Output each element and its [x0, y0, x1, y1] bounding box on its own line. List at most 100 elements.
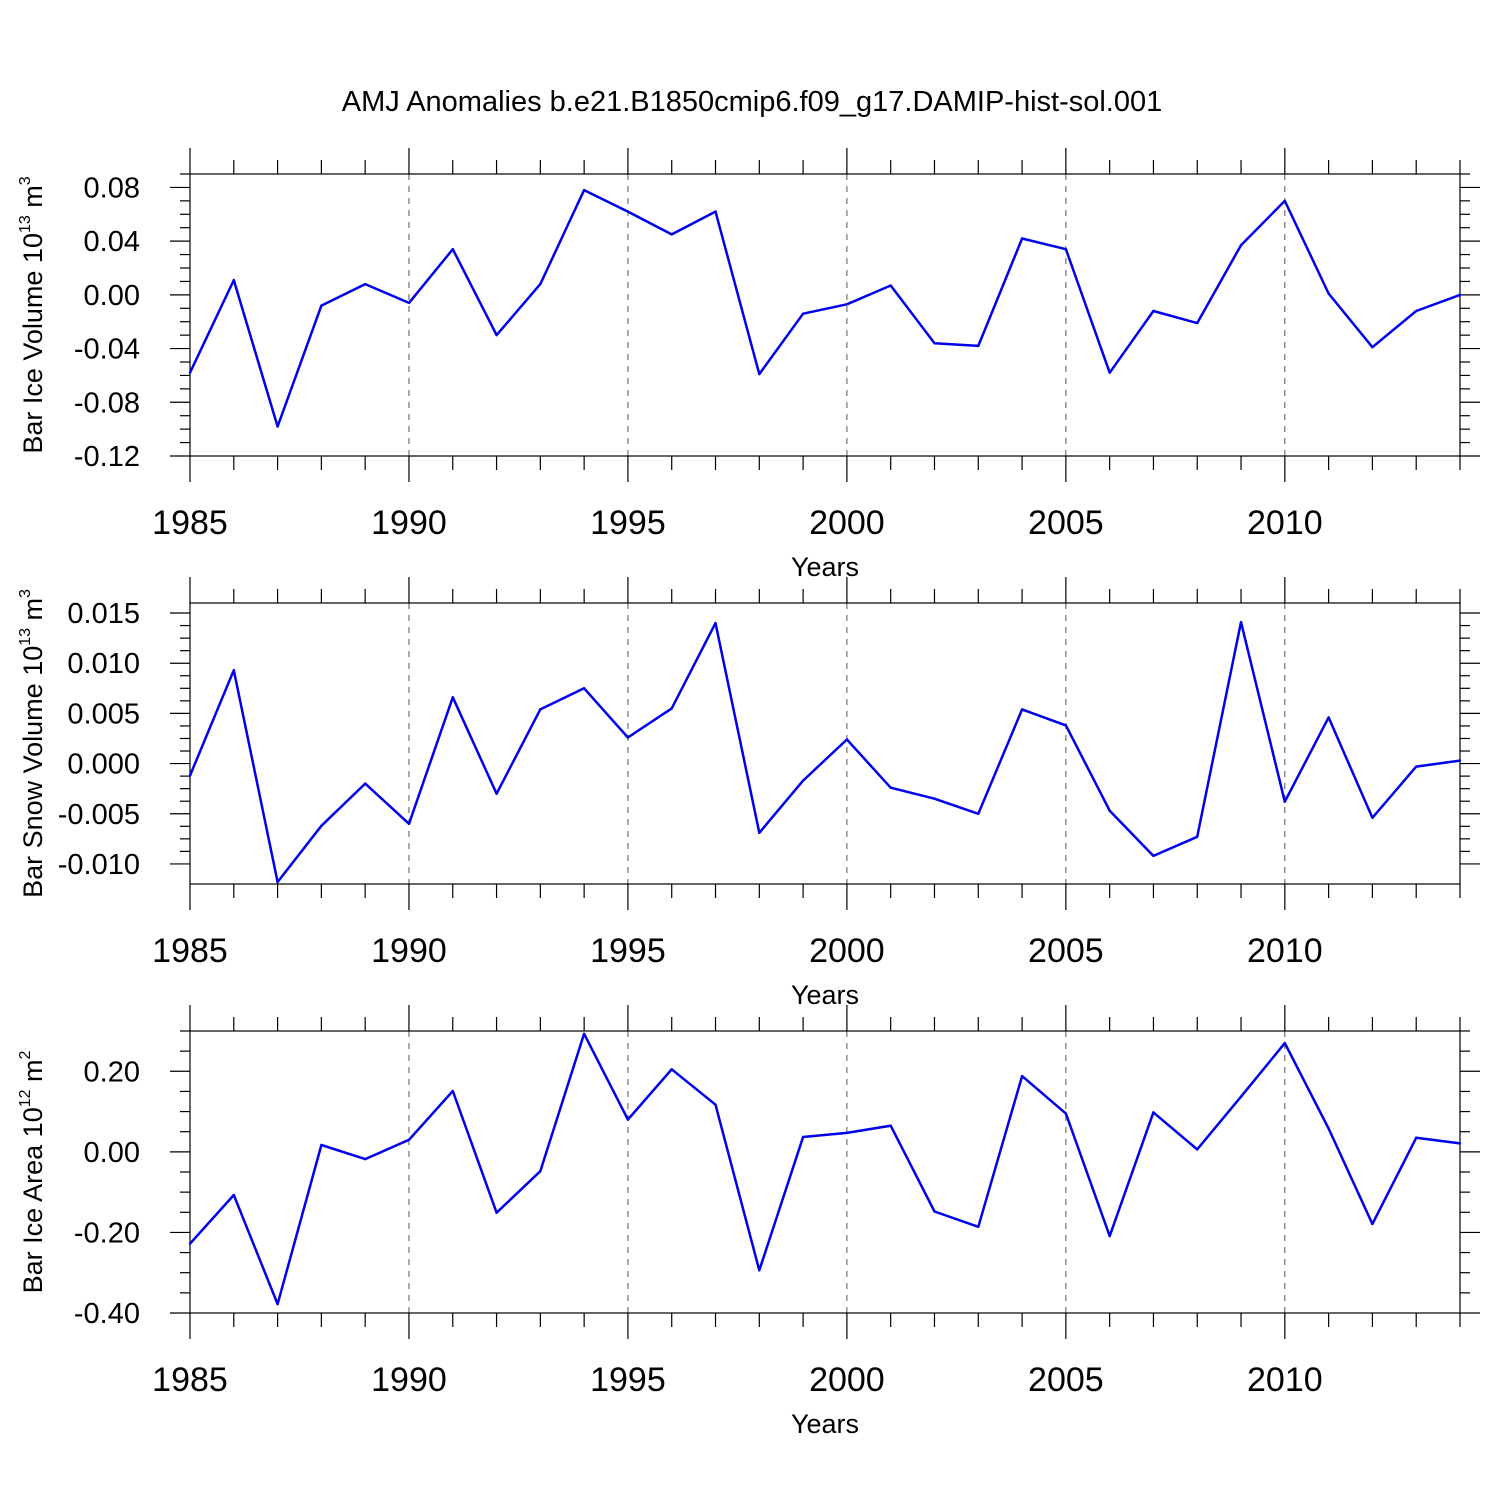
data-point	[626, 1118, 630, 1121]
data-point	[1327, 716, 1330, 719]
data-point	[933, 342, 936, 345]
data-point	[889, 786, 892, 789]
x-tick-label: 2005	[1028, 1361, 1104, 1399]
data-point	[889, 1124, 892, 1127]
y-axis-title: Bar Snow Volume 1013 m3	[17, 589, 48, 898]
data-point	[1327, 1127, 1330, 1130]
data-point	[320, 1143, 323, 1147]
data-point	[188, 371, 192, 374]
x-tick-label: 1995	[590, 504, 666, 542]
y-tick-label: -0.40	[74, 1298, 140, 1330]
panels: 0.08 0.04 0.00 -0.04 -0.08 -0.12 1985 1990 1995 2…	[17, 148, 1480, 1439]
x-tick-label: 1995	[590, 1361, 666, 1399]
data-point	[1371, 346, 1374, 349]
data-point	[1196, 321, 1199, 325]
y-tick-label: -0.12	[74, 441, 140, 473]
data-point	[758, 372, 761, 376]
x-tick-label: 2010	[1247, 1361, 1323, 1399]
series-line	[189, 1032, 1461, 1306]
series-line	[188, 620, 1461, 884]
x-tick-label: 2000	[809, 504, 885, 542]
data-point	[1415, 765, 1418, 768]
plot-frame	[189, 173, 1461, 457]
data-point	[670, 707, 673, 710]
panel-3: 0.20 0.00 -0.20 -0.40 1985 1990 1995 2000 2005 20…	[17, 1005, 1480, 1439]
data-point	[977, 344, 980, 348]
data-point	[1283, 199, 1287, 203]
data-point	[407, 822, 411, 825]
data-point	[1239, 1095, 1243, 1098]
y-tick-label: -0.010	[58, 849, 140, 881]
data-point	[232, 1193, 235, 1197]
x-tick-label: 2010	[1247, 932, 1323, 970]
data-point	[495, 333, 498, 337]
data-point	[1415, 309, 1418, 313]
data-point	[1108, 809, 1111, 812]
data-point	[845, 303, 849, 306]
data-point	[276, 1302, 279, 1306]
x-axis-title: Years	[791, 552, 859, 582]
x-tick-label: 1990	[371, 932, 447, 970]
data-point	[451, 248, 454, 251]
y-tick-label: 0.000	[67, 749, 140, 781]
data-point	[889, 284, 892, 287]
data-point	[451, 696, 454, 699]
y-tick-label: 0.00	[84, 1137, 140, 1169]
data-point	[276, 425, 279, 428]
figure-title: AMJ Anomalies b.e21.B1850cmip6.f09_g17.D…	[342, 86, 1163, 118]
data-point	[1152, 309, 1155, 313]
x-tick-label: 1985	[152, 932, 228, 970]
data-point	[363, 1157, 367, 1161]
plot-frame	[189, 1030, 1461, 1314]
y-tick-label: 0.015	[67, 598, 140, 630]
data-point	[232, 278, 235, 282]
x-tick-label: 1995	[590, 932, 666, 970]
data-point	[363, 782, 367, 785]
data-point	[1458, 293, 1462, 297]
data-point	[1371, 816, 1374, 819]
data-point	[582, 188, 586, 192]
series-line	[188, 188, 1461, 428]
data-point	[1196, 1148, 1199, 1151]
y-axis-title: Bar Ice Volume 1013 m3	[17, 176, 48, 453]
panel-2: 0.015 0.010 0.005 0.000 -0.005 -0.010 1985 1990…	[17, 577, 1480, 1010]
data-point	[539, 282, 542, 286]
data-point	[758, 831, 761, 835]
data-point	[1371, 1222, 1374, 1226]
data-point	[670, 1068, 673, 1071]
plot-frame	[189, 602, 1461, 885]
data-point	[582, 1032, 586, 1036]
x-tick-label: 1985	[152, 1361, 228, 1399]
data-point	[626, 210, 630, 213]
data-point	[845, 1131, 849, 1135]
data-point	[1239, 243, 1243, 247]
data-point	[845, 738, 849, 741]
data-point	[714, 621, 717, 625]
y-tick-label: 0.010	[67, 648, 140, 680]
data-point	[977, 1225, 980, 1228]
x-tick-label: 2010	[1247, 504, 1323, 542]
x-tick-label: 2000	[809, 932, 885, 970]
y-tick-label: -0.20	[74, 1217, 140, 1249]
data-point	[801, 312, 805, 315]
data-point	[1327, 292, 1330, 295]
data-point	[539, 708, 542, 711]
data-point	[539, 1169, 542, 1173]
data-point	[188, 1242, 192, 1245]
x-axis-title: Years	[791, 1409, 859, 1439]
x-tick-label: 2005	[1028, 932, 1104, 970]
data-point	[232, 669, 235, 672]
data-point	[1064, 724, 1068, 727]
data-point	[495, 792, 498, 795]
data-point	[977, 812, 980, 815]
data-point	[1020, 237, 1024, 240]
data-point	[714, 1103, 717, 1106]
data-point	[758, 1269, 761, 1272]
data-point	[933, 1210, 936, 1213]
y-tick-label: 0.20	[84, 1056, 140, 1088]
y-tick-label: -0.04	[74, 334, 140, 366]
data-point	[1152, 1111, 1155, 1114]
data-point	[407, 1138, 411, 1141]
x-tick-label: 2000	[809, 1361, 885, 1399]
data-point	[188, 774, 192, 777]
